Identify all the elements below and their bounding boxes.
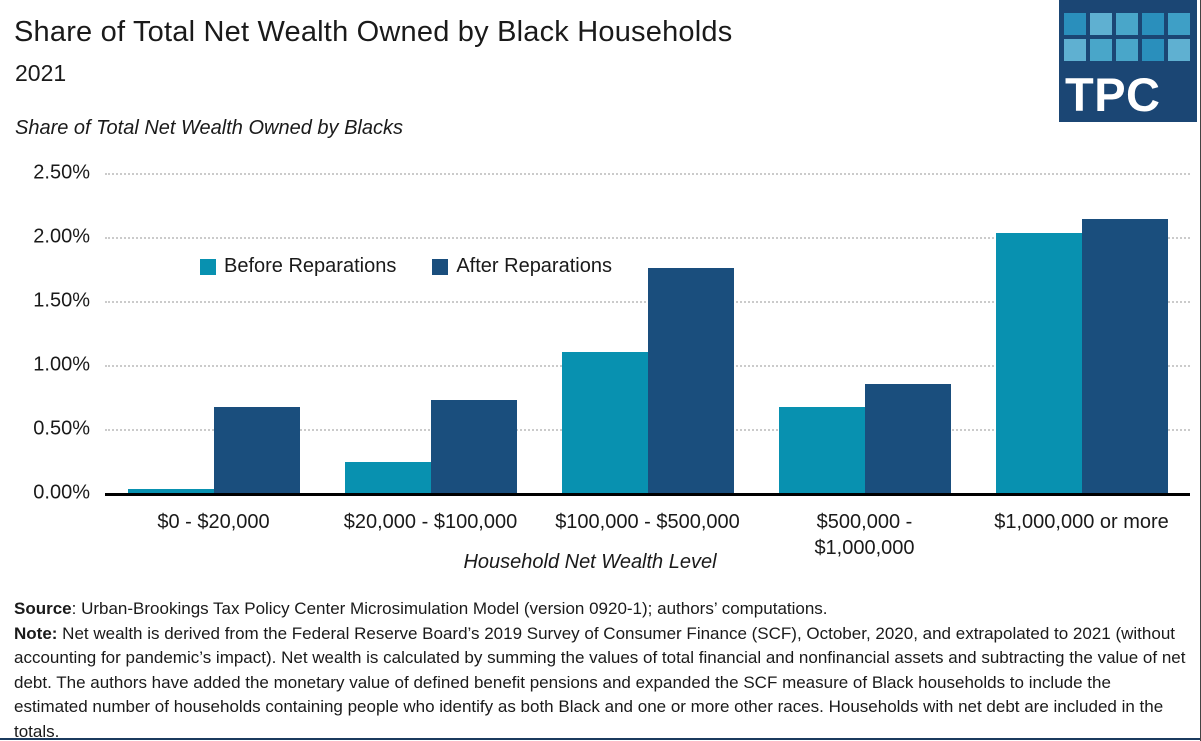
legend-label: After Reparations [456,255,612,277]
bar-before-reparations-cat0 [127,489,214,493]
bar-after-reparations-cat2 [647,268,734,493]
logo-square-1 [1090,13,1112,35]
legend-swatch-icon [200,258,216,275]
note-line: Note: Net wealth is derived from the Fed… [14,622,1189,741]
legend-item-after-reparations: After Reparations [432,255,612,278]
logo-square-7 [1116,39,1138,61]
footer-notes: Source: Urban-Brookings Tax Policy Cente… [14,597,1189,741]
chart-legend: Before Reparations After Reparations [200,255,612,278]
bar-after-reparations-cat4 [1081,219,1168,493]
y-tick-label-0.00%: 0.00% [33,481,90,504]
bar-after-reparations-cat1 [430,400,517,493]
x-tick-label-cat2: $100,000 - $500,000 [555,511,740,533]
y-axis-description: Share of Total Net Wealth Owned by Black… [15,117,403,139]
y-tick-label-1.50%: 1.50% [33,289,90,312]
y-tick-label-0.50%: 0.50% [33,417,90,440]
tpc-logo-grid-icon [1064,13,1190,61]
source-label: Source [14,599,72,618]
note-text: Net wealth is derived from the Federal R… [14,623,1186,741]
plot-area: Before Reparations After Reparations [105,173,1190,496]
note-label: Note: [14,623,58,643]
bar-before-reparations-cat3 [778,407,865,493]
page-title: Share of Total Net Wealth Owned by Black… [14,16,733,48]
logo-square-2 [1116,13,1138,35]
gridline-2.50% [105,173,1190,175]
x-tick-label-cat1: $20,000 - $100,000 [343,511,518,533]
y-tick-label-1.00%: 1.00% [33,353,90,376]
y-tick-label-2.00%: 2.00% [33,225,90,248]
logo-square-8 [1142,39,1164,61]
legend-item-before-reparations: Before Reparations [200,255,396,278]
x-tick-label-cat0: $0 - $20,000 [157,511,270,533]
logo-square-3 [1142,13,1164,35]
source-line: Source: Urban-Brookings Tax Policy Cente… [14,597,1189,622]
x-tick-label-cat3: $500,000 - $1,000,000 [814,511,915,559]
bar-after-reparations-cat3 [864,384,951,493]
page-subtitle-year: 2021 [15,60,67,86]
legend-swatch-icon [432,258,449,275]
source-text: : Urban-Brookings Tax Policy Center Micr… [71,599,828,618]
bottom-rule [0,738,1200,740]
bar-after-reparations-cat0 [213,407,300,493]
logo-square-4 [1168,13,1190,35]
gridline-2.00% [105,237,1190,239]
x-axis: $0 - $20,000 $20,000 - $100,000 $100,000 -… [105,509,1190,565]
bar-before-reparations-cat4 [995,233,1082,493]
y-tick-label-2.50%: 2.50% [33,161,90,184]
logo-square-5 [1064,39,1086,61]
logo-square-0 [1064,13,1086,35]
tpc-logo-text: TPC [1065,68,1161,121]
bar-before-reparations-cat2 [561,352,648,493]
logo-square-9 [1168,39,1190,61]
y-axis: 0.00% 0.50% 1.00% 1.50% 2.00% 2.50% [0,162,90,504]
logo-square-6 [1090,39,1112,61]
x-tick-label-cat4: $1,000,000 or more [994,511,1169,533]
legend-label: Before Reparations [224,255,397,277]
tpc-logo: TPC [1059,0,1197,122]
x-axis-title: Household Net Wealth Level [463,551,717,573]
bar-before-reparations-cat1 [344,462,431,493]
